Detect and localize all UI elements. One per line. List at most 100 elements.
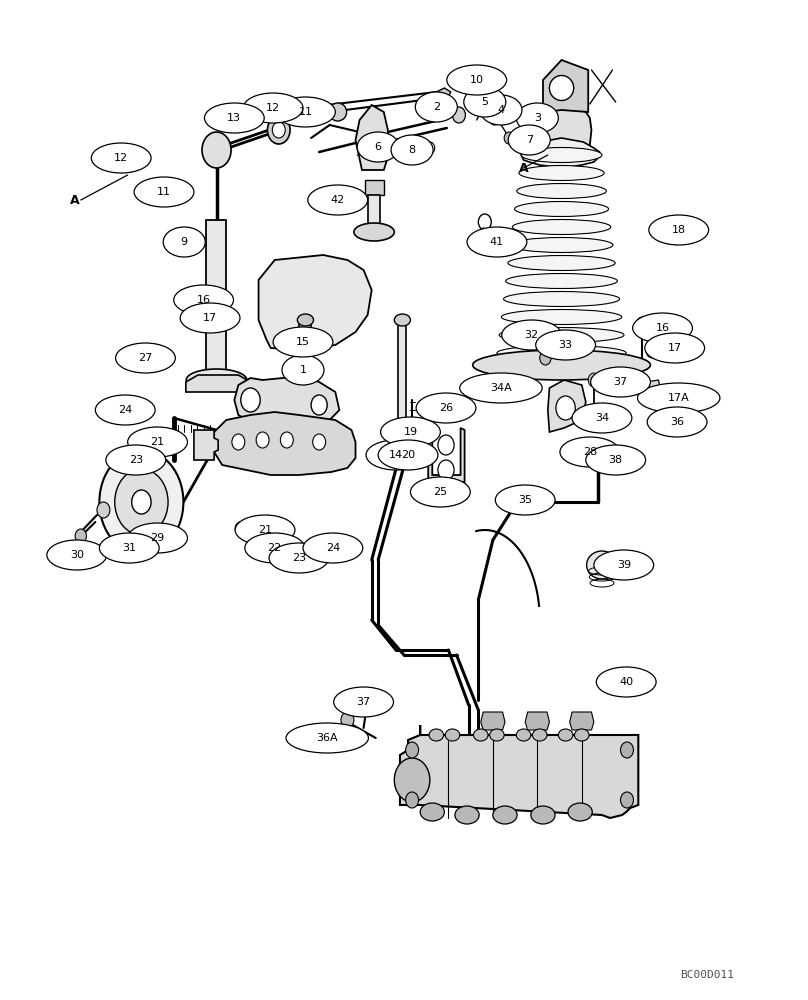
Ellipse shape	[596, 667, 656, 697]
Ellipse shape	[416, 393, 476, 423]
Text: 40: 40	[619, 677, 633, 687]
Circle shape	[504, 132, 514, 144]
Circle shape	[241, 388, 260, 412]
Ellipse shape	[560, 437, 620, 467]
Circle shape	[621, 742, 633, 758]
Ellipse shape	[638, 383, 720, 413]
Circle shape	[202, 132, 231, 168]
Ellipse shape	[415, 92, 457, 122]
Circle shape	[280, 432, 293, 448]
Text: 34: 34	[595, 413, 609, 423]
Circle shape	[211, 291, 222, 305]
Ellipse shape	[493, 806, 517, 824]
Text: 2: 2	[433, 102, 440, 112]
Ellipse shape	[517, 184, 606, 199]
Ellipse shape	[497, 346, 626, 360]
Ellipse shape	[516, 103, 558, 133]
Text: 20: 20	[401, 450, 415, 460]
Circle shape	[132, 490, 151, 514]
Circle shape	[540, 351, 551, 365]
Circle shape	[438, 435, 454, 455]
Ellipse shape	[521, 147, 602, 162]
Ellipse shape	[308, 185, 368, 215]
Ellipse shape	[508, 255, 615, 270]
Ellipse shape	[243, 93, 303, 123]
Ellipse shape	[99, 533, 159, 563]
Circle shape	[517, 332, 530, 348]
Circle shape	[621, 792, 633, 808]
Polygon shape	[481, 712, 505, 730]
Ellipse shape	[180, 303, 240, 333]
Polygon shape	[400, 725, 638, 818]
Ellipse shape	[645, 333, 705, 363]
Circle shape	[215, 310, 225, 322]
Ellipse shape	[515, 202, 608, 217]
Text: A: A	[519, 161, 528, 174]
Circle shape	[362, 691, 373, 705]
Ellipse shape	[357, 132, 399, 162]
Text: 34A: 34A	[490, 383, 511, 393]
Polygon shape	[645, 380, 661, 402]
Circle shape	[489, 111, 500, 125]
Text: 12: 12	[114, 153, 128, 163]
Ellipse shape	[334, 687, 393, 717]
Polygon shape	[543, 60, 588, 112]
Text: 1: 1	[300, 365, 306, 375]
Ellipse shape	[303, 533, 363, 563]
Ellipse shape	[106, 445, 166, 475]
Circle shape	[406, 792, 419, 808]
Text: 24: 24	[326, 543, 340, 553]
Ellipse shape	[531, 806, 555, 824]
Ellipse shape	[297, 354, 314, 366]
Text: 11: 11	[298, 107, 313, 117]
Polygon shape	[368, 195, 380, 230]
Ellipse shape	[519, 165, 604, 180]
Ellipse shape	[512, 220, 611, 234]
Ellipse shape	[128, 523, 187, 553]
Text: 37: 37	[613, 377, 628, 387]
Polygon shape	[436, 88, 451, 100]
Ellipse shape	[464, 87, 506, 117]
Polygon shape	[234, 378, 339, 422]
Text: 28: 28	[583, 447, 597, 457]
Circle shape	[75, 529, 86, 543]
Ellipse shape	[508, 125, 550, 155]
Circle shape	[256, 432, 269, 448]
Text: 4: 4	[498, 105, 504, 115]
Ellipse shape	[429, 729, 444, 741]
Circle shape	[438, 460, 454, 480]
Text: 19: 19	[403, 427, 418, 437]
Text: 16: 16	[196, 295, 211, 305]
Ellipse shape	[510, 237, 613, 252]
Ellipse shape	[135, 441, 149, 453]
Polygon shape	[194, 430, 218, 460]
Circle shape	[276, 98, 292, 118]
Polygon shape	[365, 180, 384, 195]
Text: 3: 3	[534, 113, 541, 123]
Circle shape	[272, 122, 285, 138]
Ellipse shape	[506, 273, 617, 288]
Text: 27: 27	[138, 353, 153, 363]
Polygon shape	[206, 220, 226, 380]
Polygon shape	[548, 380, 586, 432]
Ellipse shape	[187, 369, 247, 391]
Text: 14: 14	[389, 450, 403, 460]
Ellipse shape	[646, 346, 659, 358]
Ellipse shape	[269, 543, 329, 573]
Circle shape	[311, 395, 327, 415]
Text: 21: 21	[150, 437, 165, 447]
Text: 32: 32	[524, 330, 539, 340]
Ellipse shape	[391, 135, 433, 165]
Ellipse shape	[300, 544, 322, 556]
Ellipse shape	[381, 417, 440, 447]
Text: 12: 12	[266, 103, 280, 113]
Ellipse shape	[536, 330, 595, 360]
Ellipse shape	[502, 320, 562, 350]
Ellipse shape	[587, 551, 617, 579]
Ellipse shape	[572, 403, 632, 433]
Ellipse shape	[447, 65, 507, 95]
Ellipse shape	[532, 729, 547, 741]
Text: 31: 31	[122, 543, 137, 553]
Circle shape	[588, 373, 600, 387]
Polygon shape	[570, 712, 594, 730]
